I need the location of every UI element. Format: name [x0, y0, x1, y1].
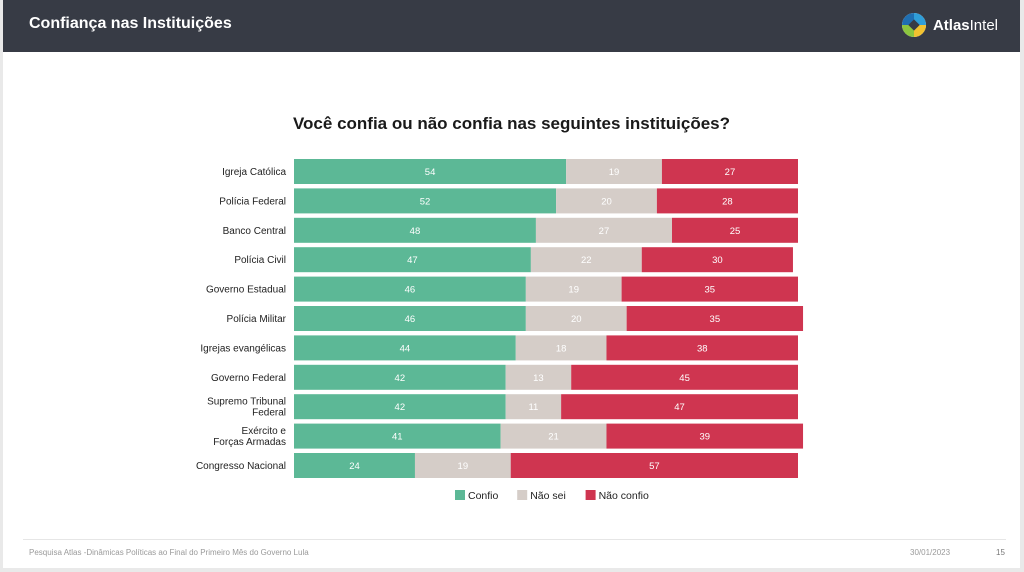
bar-segment [510, 453, 798, 478]
bar-segment [525, 306, 627, 331]
data-label: 46 [405, 314, 416, 325]
legend-swatch [585, 490, 596, 500]
bar-segment [294, 276, 526, 302]
data-label: 42 [395, 373, 406, 384]
data-label: 42 [395, 402, 406, 413]
bar-segment [294, 394, 506, 420]
bar-segment [505, 364, 572, 390]
logo-text-regular: Intel [969, 16, 998, 34]
category-label: Polícia Civil [234, 255, 286, 266]
stacked-bar-chart: Igreja Católica 54 19 27 Polícia Federal 52 20… [196, 159, 804, 502]
bar-segment [566, 159, 662, 184]
page-title: Confiança nas Instituições [29, 15, 232, 32]
data-label: 45 [679, 373, 690, 384]
data-label: 19 [568, 285, 579, 296]
legend-label: Confio [468, 490, 499, 502]
data-label: 18 [556, 343, 567, 354]
bar-segment [294, 364, 506, 390]
data-label: 11 [528, 402, 538, 413]
category-label: Igreja Católica [222, 167, 286, 178]
data-label: 48 [410, 226, 421, 237]
data-label: 44 [400, 343, 411, 354]
data-label: 25 [730, 226, 741, 237]
legend-label: Não sei [530, 490, 566, 502]
data-label: 35 [705, 285, 716, 296]
data-label: 38 [697, 343, 708, 354]
bar-segment [626, 306, 804, 331]
page-number: 15 [996, 548, 1005, 557]
legend-swatch [455, 490, 465, 500]
data-label: 27 [725, 167, 736, 178]
category-label: Exército e Forças Armadas [213, 426, 286, 448]
data-label: 21 [548, 432, 559, 443]
bar-segment [414, 453, 511, 478]
data-label: 54 [425, 167, 436, 178]
data-label: 35 [710, 314, 721, 325]
bar-segment [500, 423, 607, 449]
data-label: 20 [601, 196, 612, 207]
logo-text: AtlasIntel [933, 17, 998, 34]
chart-title: Você confia ou não confia nas seguintes … [292, 114, 731, 133]
bar-segment [530, 247, 642, 273]
data-label: 28 [722, 196, 733, 207]
bar-segment [641, 247, 793, 273]
slide: Confiança nas Instituições AtlasIntel Vo… [3, 0, 1020, 568]
footer-divider [23, 539, 1006, 540]
category-label: Igrejas evangélicas [200, 343, 286, 354]
category-label: Congresso Nacional [196, 461, 286, 472]
data-label: 22 [581, 255, 592, 266]
data-label: 27 [599, 226, 610, 237]
header-bar: Confiança nas Instituições AtlasIntel [3, 0, 1020, 52]
bar-segment [556, 188, 657, 214]
data-label: 19 [609, 167, 620, 178]
data-label: 30 [712, 255, 723, 266]
bar-segment [294, 335, 516, 361]
data-label: 47 [674, 402, 685, 413]
data-label: 19 [458, 461, 469, 472]
bar-segment [571, 364, 798, 390]
category-label: Governo Federal [211, 373, 286, 384]
bar-segment [294, 306, 526, 331]
data-label: 41 [392, 432, 403, 443]
bar-segment [661, 159, 798, 184]
data-label: 13 [533, 373, 544, 384]
data-label: 52 [420, 196, 431, 207]
legend-label: Não confio [599, 490, 649, 502]
footer-source: Pesquisa Atlas -Dinâmicas Políticas ao F… [29, 548, 309, 557]
category-label: Supremo Tribunal Federal [207, 397, 286, 419]
bar-segment [294, 453, 415, 478]
bar-segment [294, 247, 531, 273]
footer-date: 30/01/2023 [910, 548, 951, 557]
bar-segment [561, 394, 798, 420]
bar-segment [606, 423, 804, 449]
category-label: Polícia Federal [219, 196, 286, 207]
bar-segment [672, 217, 798, 243]
bar-segment [294, 217, 536, 243]
category-label: Banco Central [223, 226, 286, 237]
data-label: 39 [699, 432, 710, 443]
bar-segment [505, 394, 562, 420]
bar-segment [606, 335, 798, 361]
bar-segment [294, 159, 567, 184]
bar-segment [294, 188, 557, 214]
logo-text-bold: Atlas [932, 16, 970, 34]
bar-segment [525, 276, 622, 302]
atlasintel-logo-icon [901, 13, 926, 37]
category-label: Governo Estadual [206, 285, 286, 296]
bar-segment [294, 423, 501, 449]
data-label: 57 [649, 461, 660, 472]
data-label: 46 [405, 285, 416, 296]
bar-segment [656, 188, 798, 214]
bar-segment [515, 335, 607, 361]
data-label: 24 [349, 461, 360, 472]
bar-segment [535, 217, 672, 243]
legend-swatch [517, 490, 528, 500]
data-label: 47 [407, 255, 418, 266]
bar-segment [621, 276, 798, 302]
category-label: Polícia Militar [227, 314, 287, 325]
data-label: 20 [571, 314, 582, 325]
brand-logo: AtlasIntel [901, 12, 998, 38]
